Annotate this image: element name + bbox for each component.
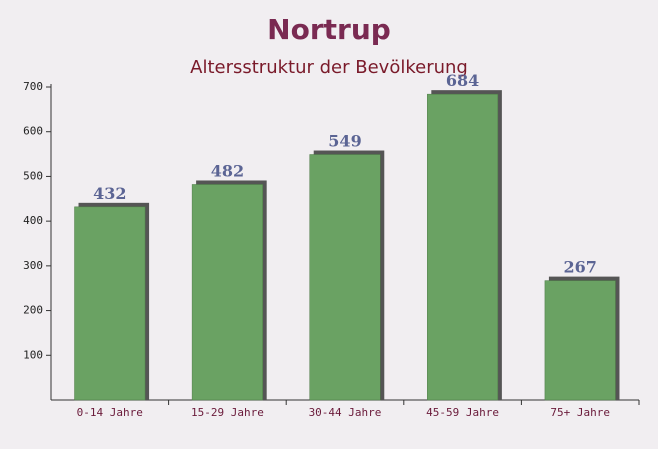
x-tick-label: 75+ Jahre	[550, 406, 610, 419]
y-tick-label: 200	[23, 304, 43, 317]
y-tick-label: 500	[23, 169, 43, 182]
bar	[191, 184, 263, 401]
value-label: 549	[328, 132, 361, 151]
value-label: 432	[93, 184, 126, 203]
chart-subtitle: Altersstruktur der Bevölkerung	[190, 57, 468, 78]
value-label: 684	[446, 71, 479, 90]
x-tick-label: 0-14 Jahre	[77, 406, 143, 419]
x-tick-label: 30-44 Jahre	[309, 406, 382, 419]
x-tick-label: 15-29 Jahre	[191, 406, 264, 419]
chart-title: Nortrup	[267, 13, 391, 46]
y-tick-label: 100	[23, 348, 43, 361]
y-tick-label: 600	[23, 125, 43, 138]
bar	[74, 206, 146, 401]
bar	[544, 280, 616, 401]
x-tick-label: 45-59 Jahre	[426, 406, 499, 419]
y-tick-label: 300	[23, 259, 43, 272]
y-tick-label: 400	[23, 214, 43, 227]
y-tick-label: 700	[23, 80, 43, 93]
value-label: 482	[211, 161, 244, 180]
bar	[427, 93, 499, 401]
bar	[309, 154, 381, 401]
value-label: 267	[563, 258, 596, 277]
